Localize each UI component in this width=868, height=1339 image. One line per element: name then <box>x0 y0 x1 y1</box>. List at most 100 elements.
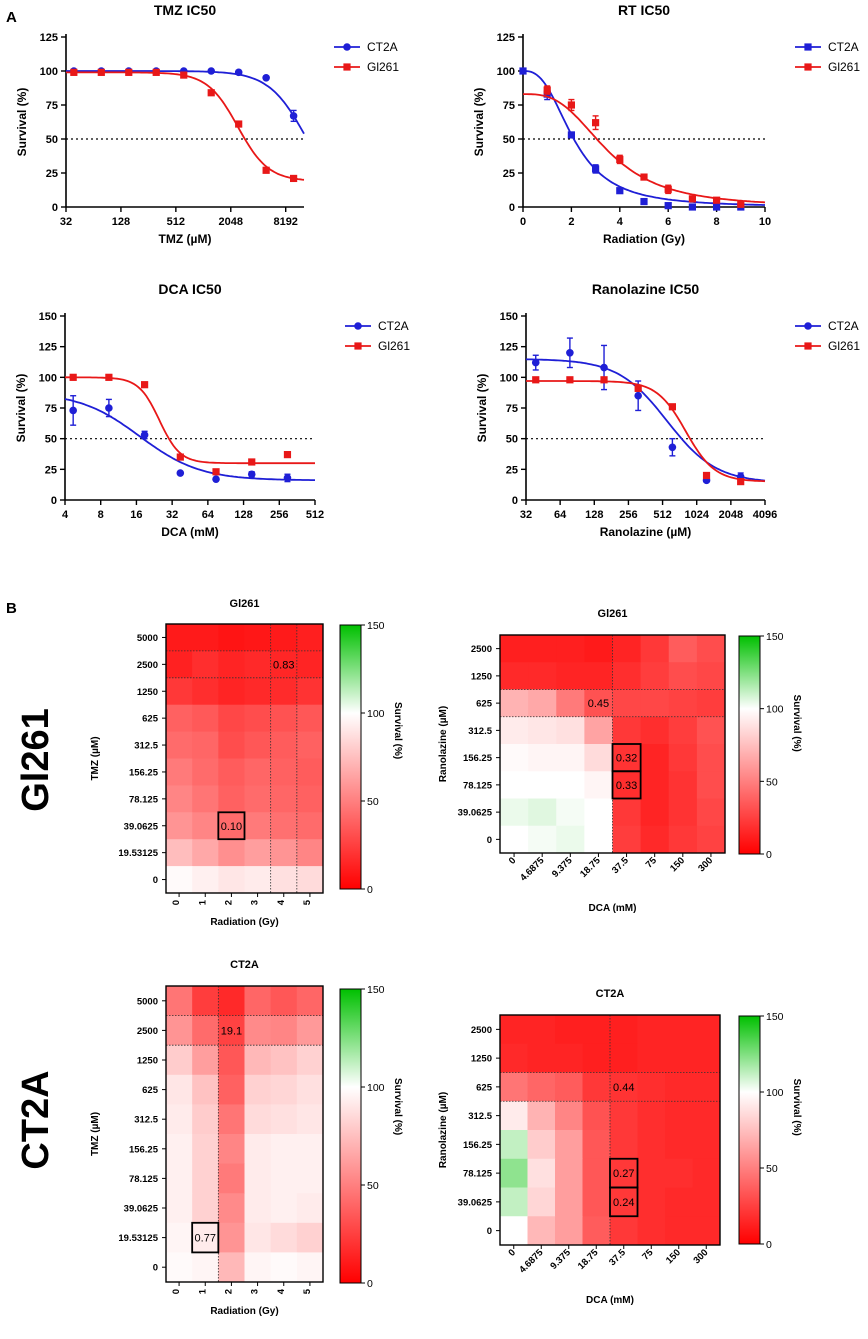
y-tick-label: 625 <box>476 1082 493 1093</box>
chart-ranolazine-ic50: Ranolazine IC50 0 25 50 75 100 125 150 32 64 128 25… <box>475 281 860 539</box>
y-axis-label: Survival (%) <box>472 88 486 157</box>
heatmap-gl261-ranolazine-dca: Gl261 0.45 0.32 0.33 2500 1250 625 312.5 156.25 7… <box>438 608 802 914</box>
x-tick-label: 3 <box>250 900 261 905</box>
x-tick-label: 4.6875 <box>518 855 547 884</box>
heatmap-cell <box>637 1158 666 1188</box>
x-tick-label: 32 <box>520 509 532 521</box>
heatmap-cell <box>610 1043 638 1073</box>
heatmap-cell <box>500 744 529 772</box>
x-tick-label: 64 <box>554 509 567 521</box>
chart-title: Ranolazine IC50 <box>592 281 700 297</box>
heatmap-cell <box>270 731 298 759</box>
heatmap-cell <box>696 825 726 854</box>
data-point <box>152 68 160 76</box>
heatmap-cell <box>555 1187 583 1217</box>
heatmap-cell <box>637 1216 666 1246</box>
y-tick-label: 125 <box>40 32 58 44</box>
data-point <box>235 120 243 128</box>
heatmap-cell <box>218 1104 245 1135</box>
y-tick-label: 1250 <box>471 671 492 682</box>
x-tick-label: 6 <box>665 216 671 228</box>
heatmap-cell <box>665 1158 693 1188</box>
data-point <box>664 202 672 210</box>
heatmap-cell <box>192 866 219 894</box>
heatmap-cell <box>668 744 698 772</box>
annotation-value: 0.32 <box>616 753 637 765</box>
heatmap-cell <box>527 1187 556 1217</box>
heatmap-cell <box>500 1158 528 1188</box>
data-point <box>543 86 551 94</box>
heatmap-cell <box>528 635 557 663</box>
colorbar <box>339 988 362 1284</box>
y-tick-label: 125 <box>500 342 518 354</box>
x-tick-label: 9.375 <box>550 855 575 880</box>
x-tick-label: 0 <box>171 900 182 905</box>
x-tick-label: 32 <box>60 216 72 228</box>
heatmap-cell <box>528 744 557 772</box>
heatmap-cell <box>166 677 193 706</box>
heatmap-cell <box>527 1043 556 1073</box>
heatmap-cell <box>610 1187 638 1217</box>
heatmap-cell <box>556 825 585 854</box>
annotation-value: 0.77 <box>195 1233 216 1245</box>
x-tick-label: 1024 <box>684 509 709 521</box>
heatmap-cell <box>528 825 557 854</box>
data-point <box>567 131 575 139</box>
x-tick-label: 75 <box>644 855 660 871</box>
heatmap-cell <box>270 812 298 840</box>
synergy-box <box>191 1221 220 1254</box>
data-point <box>283 474 292 482</box>
data-point <box>125 68 133 76</box>
colorbar <box>738 635 761 855</box>
heatmap-cell <box>270 986 298 1017</box>
heatmap-cell <box>218 1074 245 1105</box>
data-point <box>634 391 642 400</box>
heatmap-cell <box>668 825 698 854</box>
heatmap-cell <box>244 1045 272 1076</box>
x-tick-label: 4 <box>62 509 69 521</box>
x-tick-label: 0 <box>507 855 519 867</box>
y-tick-label: 1250 <box>137 1056 158 1067</box>
heatmap-cell <box>500 635 529 663</box>
heatmap-cell <box>696 716 726 745</box>
y-tick-label: 125 <box>39 342 57 354</box>
colorbar-tick-label: 0 <box>367 884 373 896</box>
heatmap-cell <box>692 1187 721 1217</box>
x-tick-label: 2048 <box>719 509 743 521</box>
data-point <box>105 404 113 412</box>
heatmap-cell <box>500 825 529 854</box>
y-tick-label: 78.125 <box>129 1174 159 1185</box>
heatmap-cell <box>640 798 670 827</box>
heatmap-ct2a-ranolazine-dca: CT2A 0.44 0.27 0.24 2500 1250 625 312.5 156.25 78… <box>438 988 802 1306</box>
heatmap-cell <box>556 689 585 718</box>
data-point <box>592 165 600 173</box>
y-tick-label: 19.53125 <box>118 848 158 859</box>
heatmap-cell <box>166 785 193 813</box>
heatmap-cell <box>640 744 670 772</box>
heatmap-cell <box>166 704 193 733</box>
colorbar-tick-label: 100 <box>766 704 784 716</box>
heatmap-cell <box>555 1216 583 1246</box>
heatmap-cell <box>296 986 324 1017</box>
y-tick-label: 39.0625 <box>458 1197 493 1208</box>
heatmap-cell <box>270 758 298 786</box>
heatmap-cell <box>166 1252 193 1283</box>
heatmap-cell <box>270 677 298 706</box>
data-point <box>290 174 298 183</box>
heatmap-cell <box>166 839 193 867</box>
data-point <box>688 195 696 203</box>
y-tick-label: 2500 <box>137 660 158 671</box>
heatmap-cell <box>218 785 245 813</box>
heatmap-cell <box>296 1015 324 1046</box>
heatmap-cell <box>244 785 272 813</box>
y-tick-label: 5000 <box>137 633 158 644</box>
heatmap-cell <box>584 716 614 745</box>
data-point <box>262 74 270 82</box>
y-tick-label: 1250 <box>471 1054 492 1065</box>
colorbar <box>738 1015 761 1245</box>
heatmap-title: CT2A <box>230 959 259 971</box>
colorbar-tick-label: 50 <box>766 776 778 788</box>
heatmap-gl261-tmz-radiation: Gl2610.830.10500025001250625312.5156.257… <box>90 598 403 928</box>
y-tick-label: 156.25 <box>129 1144 159 1155</box>
data-point <box>640 197 648 206</box>
